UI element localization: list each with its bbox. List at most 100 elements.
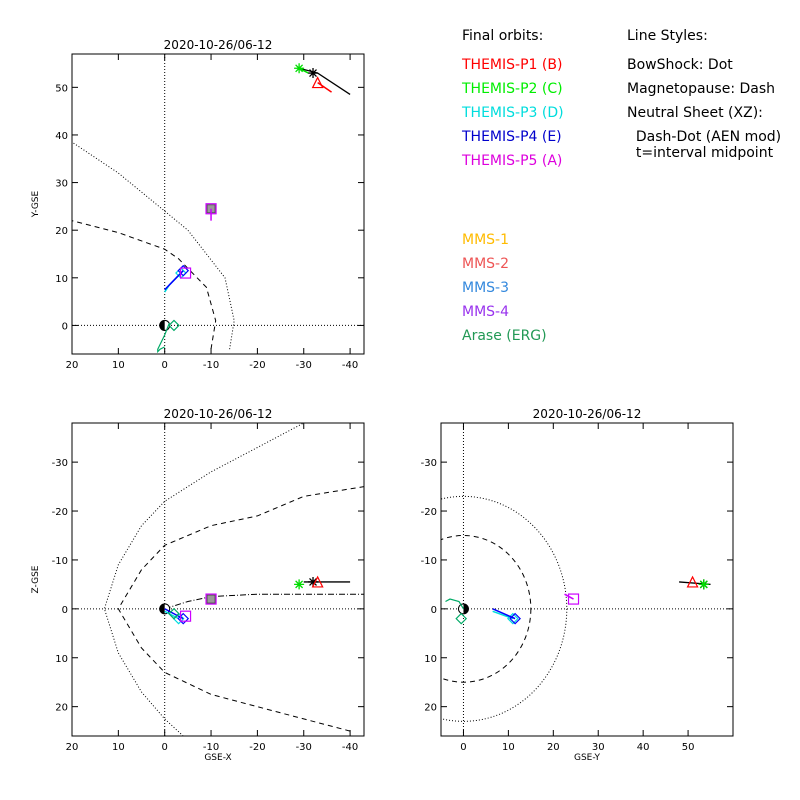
panel1-xtick-label-5: -30 [296,360,312,371]
panel2-orbit-marker-5 [179,610,192,622]
panel1-orbit-track-3 [164,270,184,291]
orbits-3: THEMIS-P4 (E) [462,129,562,145]
panel3-orbit-marker-3 [509,612,521,625]
panel1-title: 2020-10-26/06-12 [164,38,273,52]
panel3-xtick-label-5: 50 [682,742,695,753]
panel1-ytick-label-0: 0 [62,321,68,332]
panel3-xlabel: GSE-Y [574,753,601,763]
line_styles-0: BowShock: Dot [627,57,733,73]
panel2-xtick-label-0: 20 [66,742,79,753]
panel1-extra-marker-0 [168,319,180,332]
panel2-ytick-label-3: -10 [52,556,68,567]
panel2-gray-box [206,594,216,604]
panel2-ytick-label-4: -20 [52,507,68,518]
panel3-xtick-label-4: 40 [637,742,650,753]
final-orbits-title: Final orbits: [462,28,544,44]
missions-1: MMS-2 [462,256,510,272]
panel2-ytick-label-2: 0 [62,605,68,616]
panel3-content [441,423,733,736]
panel1-earth-shade [159,320,165,331]
panel1-content [72,54,364,354]
panel3-frame [440,422,734,737]
panel1-ytick-label-1: 10 [55,274,68,285]
line_styles-4: t=interval midpoint [627,145,774,161]
panel1-ytick-label-2: 20 [55,226,68,237]
panel1-xtick-label-4: -20 [249,360,265,371]
panel2-orbit-marker-4 [205,593,217,605]
panel1-arase-trail [157,322,170,354]
panel1-ytick-label-5: 50 [55,83,68,94]
panel3-xtick-label-3: 30 [592,742,605,753]
panel2-magnetopause [117,486,364,732]
panel1-ytick-label-3: 30 [55,179,68,190]
panel3-title: 2020-10-26/06-12 [533,407,642,421]
panel2-frame [71,422,365,737]
panel1-magnetopause [72,220,217,350]
missions-4: Arase (ERG) [462,328,547,344]
panel2-neutral-sheet [164,593,364,610]
panel1-xtick-label-0: 20 [66,360,79,371]
panel1-xtick-label-2: 0 [162,360,168,371]
panel3-ytick-label-4: -20 [421,507,437,518]
panel3-ytick-label-5: -30 [421,458,437,469]
panel1-black-star [308,68,319,79]
panel2-xtick-label-1: 10 [112,742,125,753]
panel2-xtick-label-3: -10 [203,742,219,753]
panel3-ytick-label-1: 10 [424,654,437,665]
panel2-earth-shade [159,603,165,614]
panel2-xtick-label-6: -40 [342,742,358,753]
panel2-orbit-marker-0 [311,575,324,588]
panel3-orbit-marker-1 [698,579,709,590]
panel2-xtick-label-2: 0 [162,742,168,753]
panel1-ytick-label-4: 40 [55,131,68,142]
panel1-orbit-marker-1 [294,63,305,74]
panel2-orbit-marker-3 [177,612,190,625]
orbits-1: THEMIS-P2 (C) [462,81,563,97]
panel2-bowshock [103,423,304,736]
missions-0: MMS-1 [462,232,510,248]
panel2-title: 2020-10-26/06-12 [164,407,273,421]
panel3-ytick-label-0: 20 [424,703,437,714]
panel3-xtick-label-1: 10 [502,742,515,753]
panel2-black-star [308,576,319,587]
panel1-xtick-label-6: -40 [342,360,358,371]
panel2-xlabel: GSE-X [204,753,231,763]
panel2-content [72,423,364,736]
panel1-ylabel: Y-GSE [31,191,41,219]
panel2-ytick-label-5: -30 [52,458,68,469]
panel3-orbit-marker-0 [686,575,699,588]
panel2-orbit-marker-1 [294,579,305,590]
panel2-ylabel: Z-GSE [31,565,41,593]
panel3-extra-marker-0 [455,612,468,625]
panel2-extra-marker-0 [168,607,180,620]
line_styles-2: Neutral Sheet (XZ): [627,105,763,121]
panel3-orbit-marker-4 [567,593,580,605]
panel1-orbit-marker-0 [311,76,324,89]
missions-3: MMS-4 [462,304,510,320]
panel3-earth-shade [463,603,469,614]
panel2-xtick-label-4: -20 [249,742,265,753]
panel3-ytick-label-3: -10 [421,556,437,567]
panel2-ytick-label-1: 10 [55,654,68,665]
panel3-orbit-track-2 [492,610,514,620]
panel3-arase-trail [445,598,464,610]
line-styles-title: Line Styles: [627,28,708,44]
panel1-orbit-marker-5 [179,267,192,279]
panel1-orbit-marker-3 [177,264,190,277]
panel3-magnetopause [441,535,532,683]
missions-2: MMS-3 [462,280,510,296]
panel3-ytick-label-2: 0 [431,605,437,616]
panel1-xtick-label-1: 10 [112,360,125,371]
orbits-0: THEMIS-P1 (B) [462,57,563,73]
panel3-xtick-label-2: 20 [547,742,560,753]
panel3-xtick-label-0: 0 [460,742,466,753]
line_styles-3: Dash-Dot (AEN mod) [627,129,782,145]
panel1-orbit-marker-4 [205,203,217,215]
panel1-orbit-track-0 [317,81,332,93]
orbits-2: THEMIS-P3 (D) [462,105,564,121]
panel1-frame [71,53,365,355]
panel1-xtick-label-3: -10 [203,360,219,371]
panel2-xtick-label-5: -30 [296,742,312,753]
line_styles-1: Magnetopause: Dash [627,81,776,97]
